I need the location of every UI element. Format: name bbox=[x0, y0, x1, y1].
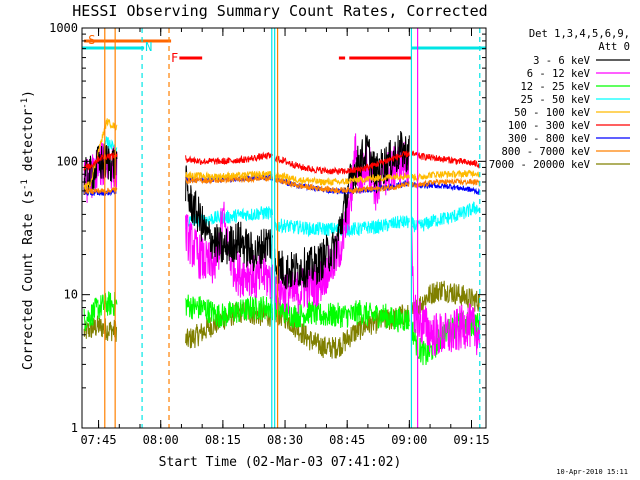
x-tick-label: 08:45 bbox=[329, 433, 365, 447]
x-tick-label: 09:15 bbox=[453, 433, 489, 447]
x-tick-label: 08:15 bbox=[205, 433, 241, 447]
flag-n-label: N bbox=[145, 40, 152, 54]
y-label-exp1: -1 bbox=[20, 179, 30, 190]
y-label-exp2: -1 bbox=[20, 98, 30, 109]
legend-entry-label: 6 - 12 keV bbox=[527, 68, 591, 80]
y-label-part3: ) bbox=[21, 90, 36, 98]
legend-entry-label: 300 - 800 keV bbox=[508, 133, 591, 145]
y-tick-label: 10 bbox=[64, 288, 78, 302]
x-tick-label: 08:30 bbox=[267, 433, 303, 447]
x-tick-label: 09:00 bbox=[391, 433, 427, 447]
legend-header: Det 1,3,4,5,6,9, bbox=[529, 28, 630, 40]
legend-entry-label: 3 - 6 keV bbox=[533, 55, 591, 67]
x-axis-label: Start Time (02-Mar-03 07:41:02) bbox=[159, 455, 402, 470]
legend-entry-label: 50 - 100 keV bbox=[514, 107, 591, 119]
legend-entry-label: 25 - 50 keV bbox=[520, 94, 590, 106]
y-tick-label: 100 bbox=[56, 154, 78, 168]
flag-s-label: S bbox=[88, 33, 95, 47]
flag-f-label: F bbox=[171, 51, 178, 65]
legend-entry-label: 100 - 300 keV bbox=[508, 120, 591, 132]
axes: 1 10 100 1000 07:45 08:00 08:15 08:30 08:45 09:00… bbox=[49, 21, 489, 447]
x-tick-label: 07:45 bbox=[81, 433, 117, 447]
timestamp-stamp: 10-Apr-2010 15:11 bbox=[556, 468, 628, 476]
y-label-part2: detector bbox=[21, 109, 36, 180]
legend-header-att: Att 0 bbox=[598, 41, 630, 53]
series-line bbox=[83, 118, 481, 190]
y-label-part1: Corrected Count Rate (s bbox=[21, 190, 36, 370]
y-axis-label: Corrected Count Rate (s-1 detector-1) bbox=[20, 90, 36, 370]
series-line bbox=[83, 130, 410, 290]
series-line bbox=[83, 150, 481, 175]
series-line bbox=[83, 175, 480, 196]
x-tick-label: 08:00 bbox=[143, 433, 179, 447]
legend-entry-label: 800 - 7000 keV bbox=[501, 146, 590, 158]
legend-entry-label: 7000 - 20000 keV bbox=[489, 159, 591, 171]
y-tick-label: 1000 bbox=[49, 21, 78, 35]
legend-entry-label: 12 - 25 keV bbox=[520, 81, 590, 93]
y-tick-label: 1 bbox=[71, 421, 78, 435]
event-markers bbox=[104, 28, 481, 428]
attenuator-flags: S N F bbox=[82, 33, 486, 65]
series-line bbox=[83, 291, 481, 366]
chart-title: HESSI Observing Summary Count Rates, Cor… bbox=[72, 2, 487, 20]
series-layer bbox=[83, 118, 481, 366]
plot-frame bbox=[81, 27, 487, 429]
